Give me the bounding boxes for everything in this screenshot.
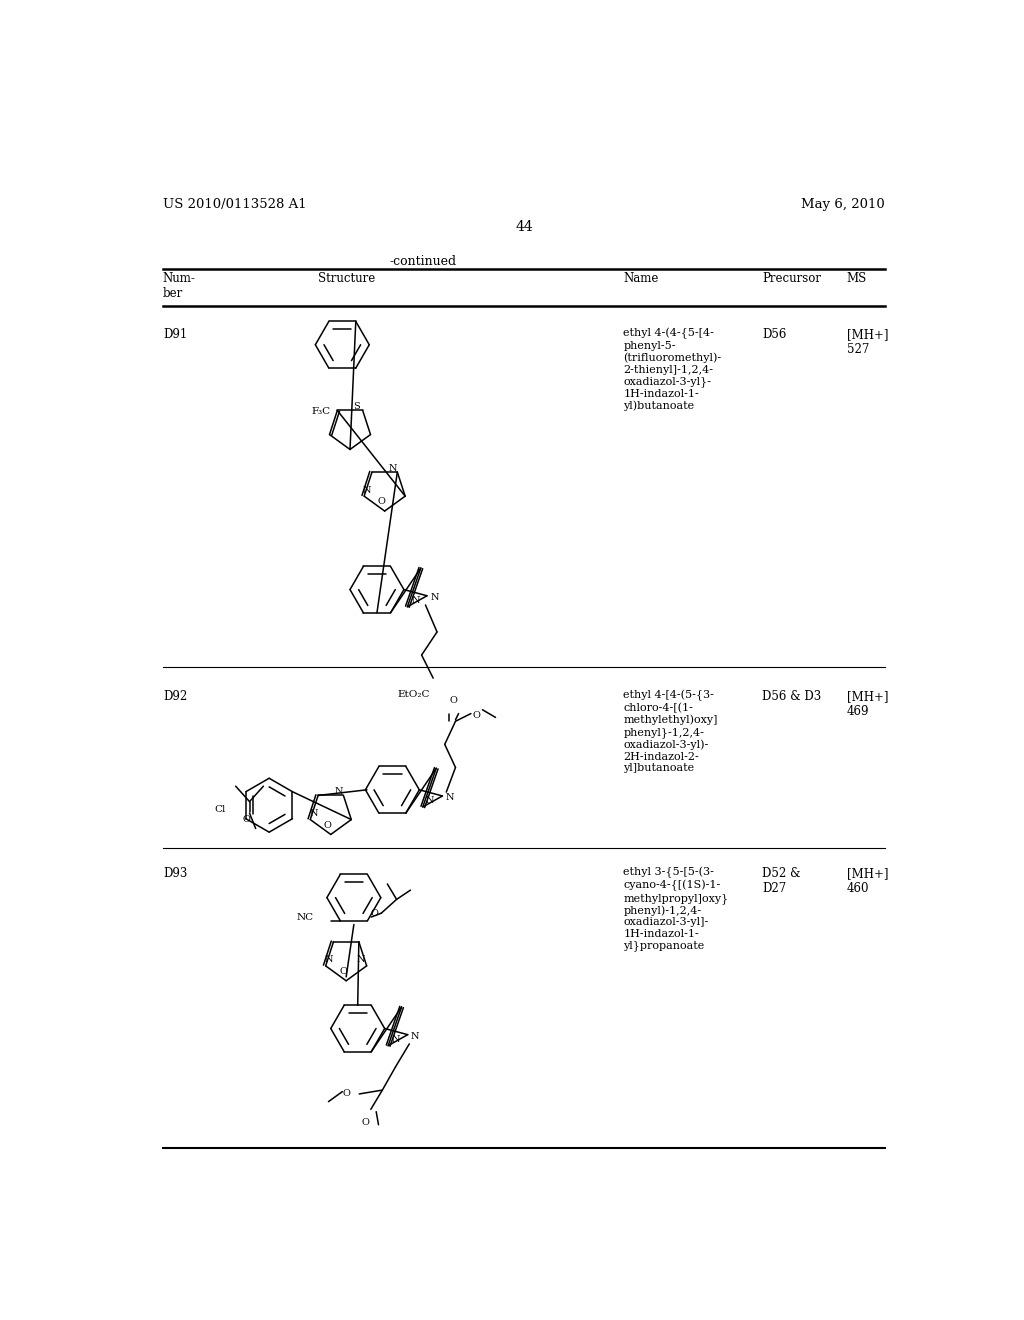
Text: O: O [450, 696, 457, 705]
Text: ethyl 4-(4-{5-[4-
phenyl-5-
(trifluoromethyl)-
2-thienyl]-1,2,4-
oxadiazol-3-yl}: ethyl 4-(4-{5-[4- phenyl-5- (trifluorome… [624, 327, 722, 411]
Text: N: N [335, 787, 343, 796]
Text: N: N [388, 463, 397, 473]
Text: Num-
ber: Num- ber [163, 272, 196, 301]
Text: -continued: -continued [389, 255, 457, 268]
Text: D56 & D3: D56 & D3 [762, 689, 821, 702]
Text: O: O [243, 814, 251, 824]
Text: D93: D93 [163, 867, 187, 880]
Text: Cl: Cl [214, 805, 225, 813]
Text: D91: D91 [163, 327, 187, 341]
Text: N: N [411, 1032, 420, 1040]
Text: D92: D92 [163, 689, 187, 702]
Text: D56: D56 [762, 327, 786, 341]
Text: ethyl 4-[4-(5-{3-
chloro-4-[(1-
methylethyl)oxy]
phenyl}-1,2,4-
oxadiazol-3-yl)-: ethyl 4-[4-(5-{3- chloro-4-[(1- methylet… [624, 689, 718, 774]
Text: [MH+]
527: [MH+] 527 [847, 327, 888, 356]
Text: [MH+]
460: [MH+] 460 [847, 867, 888, 895]
Text: N: N [325, 956, 333, 964]
Text: N: N [391, 1035, 399, 1044]
Text: MS: MS [847, 272, 867, 285]
Text: Name: Name [624, 272, 658, 285]
Text: NC: NC [296, 912, 313, 921]
Text: N: N [412, 597, 420, 605]
Text: O: O [371, 908, 378, 917]
Text: US 2010/0113528 A1: US 2010/0113528 A1 [163, 198, 306, 211]
Text: O: O [324, 821, 332, 830]
Text: N: N [309, 809, 317, 818]
Text: O: O [339, 968, 347, 975]
Text: 44: 44 [516, 220, 534, 234]
Text: Precursor: Precursor [762, 272, 821, 285]
Text: EtO₂C: EtO₂C [397, 689, 430, 698]
Text: F₃C: F₃C [311, 408, 331, 417]
Text: ethyl 3-{5-[5-(3-
cyano-4-{[(1S)-1-
methylpropyl]oxy}
phenyl)-1,2,4-
oxadiazol-3: ethyl 3-{5-[5-(3- cyano-4-{[(1S)-1- meth… [624, 867, 729, 952]
Text: N: N [445, 793, 454, 803]
Text: May 6, 2010: May 6, 2010 [802, 198, 885, 211]
Text: O: O [472, 710, 480, 719]
Text: O: O [342, 1089, 350, 1098]
Text: Structure: Structure [317, 272, 375, 285]
Text: D52 &
D27: D52 & D27 [762, 867, 801, 895]
Text: N: N [426, 796, 434, 805]
Text: [MH+]
469: [MH+] 469 [847, 689, 888, 718]
Text: N: N [356, 956, 365, 964]
Text: O: O [378, 498, 385, 507]
Text: N: N [431, 593, 439, 602]
Text: N: N [362, 486, 372, 495]
Text: S: S [353, 403, 359, 411]
Text: O: O [361, 1118, 370, 1127]
